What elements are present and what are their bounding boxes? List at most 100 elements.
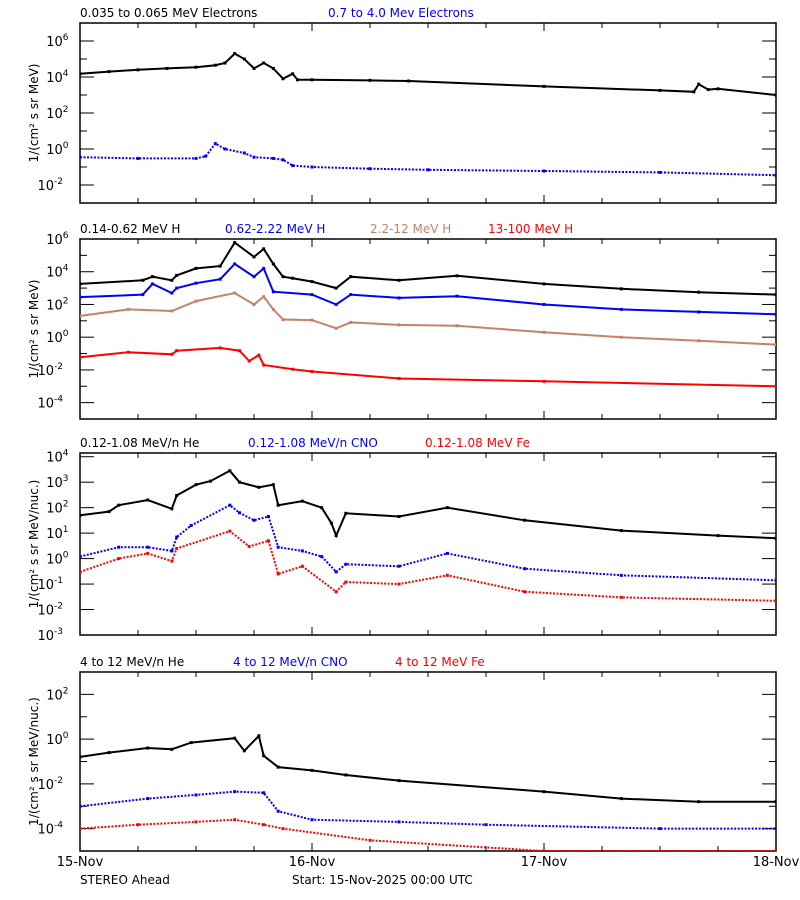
data-point: [619, 797, 623, 801]
y-axis-label: 1/(cm² s sr MeV): [27, 64, 41, 163]
data-point: [194, 281, 198, 285]
data-point: [542, 790, 546, 794]
data-point: [310, 165, 314, 169]
data-point: [344, 773, 348, 777]
series-line: [80, 504, 776, 582]
data-point: [136, 823, 140, 827]
data-point: [233, 736, 237, 740]
data-point: [692, 90, 696, 94]
y-tick-label: 100: [46, 731, 69, 748]
data-point: [233, 818, 237, 822]
data-point: [262, 363, 266, 367]
data-point: [223, 61, 227, 65]
data-point: [252, 302, 256, 306]
data-point: [523, 590, 527, 594]
data-point: [426, 168, 430, 172]
data-point: [291, 367, 295, 371]
data-point: [484, 823, 488, 827]
data-point: [349, 293, 353, 297]
data-point: [658, 827, 662, 831]
data-point: [242, 749, 246, 753]
data-point: [310, 293, 314, 297]
x-tick-label: 16-Nov: [289, 855, 336, 870]
data-point: [204, 154, 208, 158]
data-point: [117, 545, 121, 549]
data-point: [189, 741, 193, 745]
data-point: [194, 793, 198, 797]
data-point: [658, 88, 662, 92]
data-point: [117, 557, 121, 561]
data-point: [175, 286, 179, 290]
data-point: [209, 479, 212, 483]
data-point: [276, 572, 280, 576]
data-point: [271, 156, 275, 160]
data-point: [291, 276, 295, 280]
data-point: [257, 485, 261, 489]
data-point: [141, 278, 145, 282]
y-tick-label: 10-1: [37, 576, 63, 593]
legend-label: 4 to 12 MeV/n CNO: [233, 655, 348, 669]
data-point: [80, 570, 82, 574]
data-point: [146, 498, 150, 502]
data-point: [281, 827, 285, 831]
data-point: [194, 266, 198, 270]
data-point: [126, 307, 130, 311]
data-point: [233, 262, 237, 266]
data-point: [146, 545, 150, 549]
y-tick-label: 10-4: [37, 821, 63, 838]
legend-label: 0.035 to 0.065 MeV Electrons: [80, 6, 257, 20]
series-line: [80, 818, 776, 851]
data-point: [542, 302, 546, 306]
data-point: [276, 765, 280, 769]
data-point: [175, 494, 179, 498]
data-point: [228, 503, 232, 507]
data-point: [334, 302, 338, 306]
plot-frame: [79, 238, 777, 420]
y-tick-label: 100: [46, 141, 69, 158]
data-point: [126, 350, 130, 354]
plot-frame: [79, 22, 777, 204]
data-point: [397, 514, 401, 518]
data-point: [397, 296, 401, 300]
data-point: [334, 326, 338, 330]
data-point: [397, 779, 401, 783]
data-point: [320, 506, 324, 510]
data-point: [300, 499, 304, 503]
data-point: [774, 827, 776, 831]
data-point: [276, 545, 280, 549]
data-point: [107, 70, 111, 74]
data-point: [170, 278, 174, 282]
data-point: [136, 68, 140, 72]
data-point: [716, 534, 720, 538]
y-axis-label: 1/(cm² s sr MeV): [27, 280, 41, 379]
data-point: [397, 582, 401, 586]
data-point: [697, 800, 701, 804]
data-point: [344, 562, 348, 566]
data-point: [223, 147, 227, 151]
legend-label: 13-100 MeV H: [488, 222, 573, 236]
data-point: [170, 352, 174, 356]
data-point: [455, 274, 459, 278]
y-tick-label: 102: [46, 500, 68, 517]
data-point: [619, 287, 623, 291]
data-point: [271, 307, 275, 311]
y-tick-label: 104: [46, 69, 69, 86]
data-point: [175, 273, 179, 277]
y-tick-label: 104: [46, 449, 69, 466]
y-tick-label: 106: [46, 33, 69, 50]
data-point: [170, 309, 174, 313]
data-point: [334, 570, 338, 574]
y-tick-label: 102: [46, 105, 68, 122]
y-tick-label: 100: [46, 329, 69, 346]
data-point: [310, 768, 314, 772]
legend-label: 0.12-1.08 MeV/n CNO: [248, 436, 378, 450]
data-point: [697, 339, 701, 343]
data-point: [165, 66, 169, 70]
data-point: [107, 751, 111, 755]
y-tick-label: 10-2: [37, 177, 63, 194]
data-point: [194, 820, 198, 824]
data-point: [238, 349, 241, 353]
data-point: [117, 503, 121, 507]
data-point: [242, 57, 246, 61]
data-point: [397, 820, 401, 824]
